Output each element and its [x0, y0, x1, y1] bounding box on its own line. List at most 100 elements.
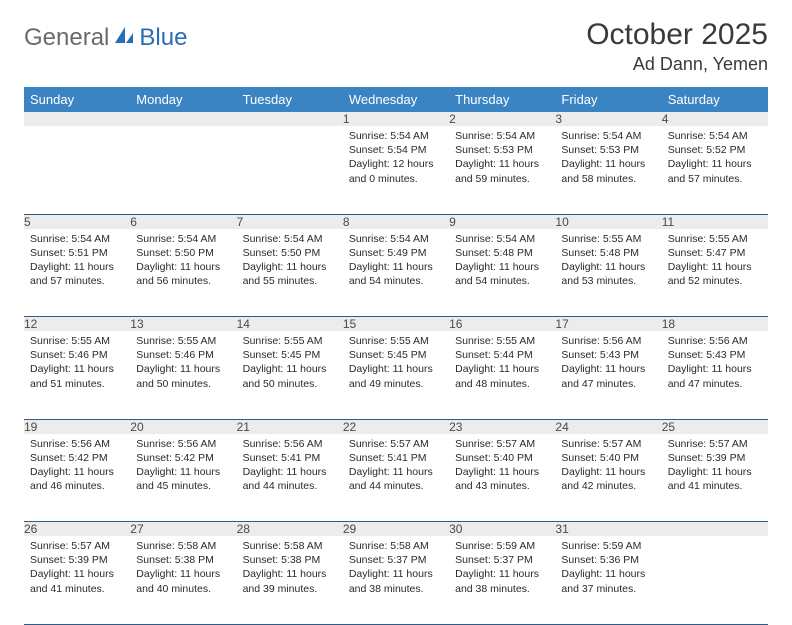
day-number: 12: [24, 317, 130, 332]
logo-text-general: General: [24, 24, 109, 52]
day-number: 7: [237, 214, 343, 229]
empty-cell: [662, 536, 768, 624]
day-cell: Sunrise: 5:54 AMSunset: 5:50 PMDaylight:…: [237, 229, 343, 317]
day-number: 20: [130, 419, 236, 434]
day-details: Sunrise: 5:56 AMSunset: 5:42 PMDaylight:…: [24, 434, 130, 500]
day-details: Sunrise: 5:55 AMSunset: 5:44 PMDaylight:…: [449, 331, 555, 397]
week-row: Sunrise: 5:55 AMSunset: 5:46 PMDaylight:…: [24, 331, 768, 419]
day-number: 23: [449, 419, 555, 434]
day-details: Sunrise: 5:56 AMSunset: 5:42 PMDaylight:…: [130, 434, 236, 500]
day-details: Sunrise: 5:56 AMSunset: 5:41 PMDaylight:…: [237, 434, 343, 500]
day-cell: Sunrise: 5:57 AMSunset: 5:41 PMDaylight:…: [343, 434, 449, 522]
day-cell: Sunrise: 5:55 AMSunset: 5:46 PMDaylight:…: [24, 331, 130, 419]
day-number: 6: [130, 214, 236, 229]
day-cell: Sunrise: 5:54 AMSunset: 5:51 PMDaylight:…: [24, 229, 130, 317]
weekday-header: Monday: [130, 87, 236, 112]
day-details: Sunrise: 5:57 AMSunset: 5:41 PMDaylight:…: [343, 434, 449, 500]
day-cell: Sunrise: 5:54 AMSunset: 5:49 PMDaylight:…: [343, 229, 449, 317]
header: General Blue October 2025 Ad Dann, Yemen: [24, 18, 768, 75]
weekday-header-row: SundayMondayTuesdayWednesdayThursdayFrid…: [24, 87, 768, 112]
day-cell: Sunrise: 5:55 AMSunset: 5:45 PMDaylight:…: [343, 331, 449, 419]
day-details: Sunrise: 5:55 AMSunset: 5:46 PMDaylight:…: [24, 331, 130, 397]
week-row: Sunrise: 5:56 AMSunset: 5:42 PMDaylight:…: [24, 434, 768, 522]
day-details: Sunrise: 5:58 AMSunset: 5:38 PMDaylight:…: [130, 536, 236, 602]
day-number: 9: [449, 214, 555, 229]
logo: General Blue: [24, 24, 187, 52]
daynum-row: 19202122232425: [24, 419, 768, 434]
day-cell: Sunrise: 5:59 AMSunset: 5:37 PMDaylight:…: [449, 536, 555, 624]
day-cell: Sunrise: 5:54 AMSunset: 5:50 PMDaylight:…: [130, 229, 236, 317]
month-title: October 2025: [586, 18, 768, 52]
day-details: Sunrise: 5:54 AMSunset: 5:51 PMDaylight:…: [24, 229, 130, 295]
day-number: 30: [449, 522, 555, 537]
day-cell: Sunrise: 5:55 AMSunset: 5:45 PMDaylight:…: [237, 331, 343, 419]
week-row: Sunrise: 5:54 AMSunset: 5:54 PMDaylight:…: [24, 126, 768, 214]
day-cell: Sunrise: 5:57 AMSunset: 5:39 PMDaylight:…: [24, 536, 130, 624]
day-number: 13: [130, 317, 236, 332]
day-details: Sunrise: 5:54 AMSunset: 5:53 PMDaylight:…: [449, 126, 555, 192]
day-details: Sunrise: 5:57 AMSunset: 5:40 PMDaylight:…: [449, 434, 555, 500]
day-cell: Sunrise: 5:54 AMSunset: 5:52 PMDaylight:…: [662, 126, 768, 214]
day-cell: Sunrise: 5:58 AMSunset: 5:38 PMDaylight:…: [237, 536, 343, 624]
day-cell: Sunrise: 5:56 AMSunset: 5:42 PMDaylight:…: [130, 434, 236, 522]
day-cell: Sunrise: 5:54 AMSunset: 5:53 PMDaylight:…: [555, 126, 661, 214]
day-details: Sunrise: 5:59 AMSunset: 5:37 PMDaylight:…: [449, 536, 555, 602]
day-cell: Sunrise: 5:59 AMSunset: 5:36 PMDaylight:…: [555, 536, 661, 624]
daynum-row: 567891011: [24, 214, 768, 229]
weekday-header: Sunday: [24, 87, 130, 112]
calendar-table: SundayMondayTuesdayWednesdayThursdayFrid…: [24, 87, 768, 625]
week-row: Sunrise: 5:57 AMSunset: 5:39 PMDaylight:…: [24, 536, 768, 624]
day-number: 4: [662, 112, 768, 126]
day-details: Sunrise: 5:57 AMSunset: 5:40 PMDaylight:…: [555, 434, 661, 500]
day-cell: Sunrise: 5:58 AMSunset: 5:38 PMDaylight:…: [130, 536, 236, 624]
location: Ad Dann, Yemen: [586, 54, 768, 75]
weekday-header: Friday: [555, 87, 661, 112]
empty-cell: [130, 126, 236, 214]
day-number: 5: [24, 214, 130, 229]
day-number: 27: [130, 522, 236, 537]
day-number: 17: [555, 317, 661, 332]
logo-text-blue: Blue: [139, 24, 187, 52]
day-number: 16: [449, 317, 555, 332]
day-number: 19: [24, 419, 130, 434]
empty-cell: [237, 126, 343, 214]
day-details: Sunrise: 5:54 AMSunset: 5:48 PMDaylight:…: [449, 229, 555, 295]
day-details: Sunrise: 5:55 AMSunset: 5:46 PMDaylight:…: [130, 331, 236, 397]
empty-daynum: [662, 522, 768, 537]
day-number: 1: [343, 112, 449, 126]
day-details: Sunrise: 5:54 AMSunset: 5:50 PMDaylight:…: [237, 229, 343, 295]
empty-daynum: [24, 112, 130, 126]
day-number: 14: [237, 317, 343, 332]
day-cell: Sunrise: 5:55 AMSunset: 5:46 PMDaylight:…: [130, 331, 236, 419]
day-cell: Sunrise: 5:55 AMSunset: 5:48 PMDaylight:…: [555, 229, 661, 317]
day-number: 15: [343, 317, 449, 332]
empty-cell: [24, 126, 130, 214]
day-number: 31: [555, 522, 661, 537]
day-details: Sunrise: 5:55 AMSunset: 5:48 PMDaylight:…: [555, 229, 661, 295]
empty-daynum: [237, 112, 343, 126]
empty-daynum: [130, 112, 236, 126]
day-details: Sunrise: 5:54 AMSunset: 5:52 PMDaylight:…: [662, 126, 768, 192]
logo-sail-icon: [113, 25, 135, 52]
day-cell: Sunrise: 5:56 AMSunset: 5:43 PMDaylight:…: [662, 331, 768, 419]
day-cell: Sunrise: 5:54 AMSunset: 5:54 PMDaylight:…: [343, 126, 449, 214]
day-number: 18: [662, 317, 768, 332]
day-details: Sunrise: 5:57 AMSunset: 5:39 PMDaylight:…: [662, 434, 768, 500]
day-details: Sunrise: 5:59 AMSunset: 5:36 PMDaylight:…: [555, 536, 661, 602]
day-details: Sunrise: 5:58 AMSunset: 5:37 PMDaylight:…: [343, 536, 449, 602]
day-cell: Sunrise: 5:55 AMSunset: 5:44 PMDaylight:…: [449, 331, 555, 419]
day-cell: Sunrise: 5:55 AMSunset: 5:47 PMDaylight:…: [662, 229, 768, 317]
day-number: 29: [343, 522, 449, 537]
day-cell: Sunrise: 5:57 AMSunset: 5:39 PMDaylight:…: [662, 434, 768, 522]
day-details: Sunrise: 5:55 AMSunset: 5:45 PMDaylight:…: [343, 331, 449, 397]
day-details: Sunrise: 5:56 AMSunset: 5:43 PMDaylight:…: [662, 331, 768, 397]
day-details: Sunrise: 5:54 AMSunset: 5:54 PMDaylight:…: [343, 126, 449, 192]
day-cell: Sunrise: 5:57 AMSunset: 5:40 PMDaylight:…: [555, 434, 661, 522]
day-cell: Sunrise: 5:57 AMSunset: 5:40 PMDaylight:…: [449, 434, 555, 522]
day-number: 28: [237, 522, 343, 537]
day-details: Sunrise: 5:54 AMSunset: 5:50 PMDaylight:…: [130, 229, 236, 295]
day-details: Sunrise: 5:55 AMSunset: 5:47 PMDaylight:…: [662, 229, 768, 295]
day-cell: Sunrise: 5:56 AMSunset: 5:43 PMDaylight:…: [555, 331, 661, 419]
day-number: 8: [343, 214, 449, 229]
day-details: Sunrise: 5:57 AMSunset: 5:39 PMDaylight:…: [24, 536, 130, 602]
